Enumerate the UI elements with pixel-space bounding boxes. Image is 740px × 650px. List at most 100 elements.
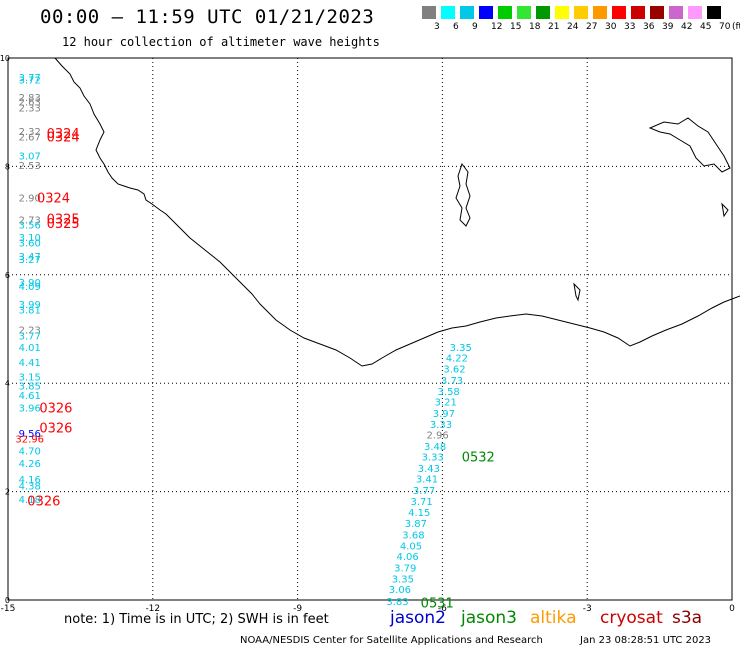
wave-height-value: 3.85: [19, 381, 41, 392]
wave-height-value: 3.77: [413, 486, 435, 497]
x-tick-label: -9: [293, 604, 302, 614]
wave-height-value: 3.90: [19, 278, 41, 289]
colorbar-label: 27: [586, 22, 598, 32]
colorbar-label: 42: [681, 22, 693, 32]
pass-time-label: 0324: [47, 131, 80, 146]
wave-height-value: 3.96: [19, 404, 41, 415]
wave-height-value: 2.96: [426, 431, 448, 442]
wave-height-value: 3.47: [19, 252, 41, 263]
colorbar-label: 3: [434, 22, 440, 32]
colorbar-swatch: [669, 6, 684, 19]
wave-height-value: 3.15: [19, 373, 41, 384]
pass-time-label: 0324: [47, 127, 80, 142]
wave-height-value: 3.60: [19, 238, 41, 249]
wave-height-value: 3.73: [441, 376, 463, 387]
wave-height-value: 3.33: [430, 420, 452, 431]
wave-height-value: 3.97: [433, 409, 455, 420]
wave-height-value: 3.27: [19, 255, 41, 266]
chart-subtitle: 12 hour collection of altimeter wave hei…: [62, 35, 380, 49]
coastline-island-4: [721, 202, 729, 218]
axis-ticks: -15 -12 -9 -6 -3 0 0 2 4 6 8 10: [0, 54, 735, 614]
coastline-main: [54, 57, 740, 367]
wave-height-value: 4.22: [446, 354, 468, 365]
colorbar-swatch: [593, 6, 608, 19]
colorbar-swatch: [574, 6, 589, 19]
wave-height-value: 2.83: [19, 93, 41, 104]
wave-height-value: 2.63: [19, 97, 41, 108]
wave-height-value: 4.61: [19, 391, 41, 402]
colorbar-swatch: [631, 6, 646, 19]
wave-height-value: 4.15: [408, 508, 430, 519]
colorbar-swatch: [707, 6, 722, 19]
footer-note: note: 1) Time is in UTC; 2) SWH is in fe…: [64, 612, 329, 627]
pass-time-label: 0531: [421, 597, 454, 612]
wave-height-value: 3.68: [402, 530, 424, 541]
plot-frame: [7, 57, 733, 601]
wave-height-value: 4.26: [19, 459, 41, 470]
y-tick-label: 2: [5, 488, 10, 497]
wave-height-value: 4.41: [19, 358, 41, 369]
colorbar-swatch: [650, 6, 665, 19]
colorbar-swatch: [536, 6, 551, 19]
colorbar-label: 15: [510, 22, 522, 32]
coastline-island-1: [455, 162, 471, 227]
colorbar-label: 70: [719, 22, 731, 32]
x-tick-label: -12: [145, 604, 160, 614]
colorbar-label: 9: [472, 22, 478, 32]
wave-height-value: 4.18: [19, 495, 41, 506]
wave-height-value: 4.09: [19, 282, 41, 293]
wave-height-value: 3.71: [411, 497, 433, 508]
gridlines: [8, 58, 732, 600]
colorbar-swatch: [460, 6, 475, 19]
wave-height-value: 3.99: [19, 300, 41, 311]
coastline-island-3: [648, 117, 731, 173]
wave-height-value: 2.90: [19, 193, 41, 204]
coastline: [54, 57, 740, 367]
satellite-legend-item: cryosat: [600, 608, 663, 628]
wave-height-value: 2.73: [19, 216, 41, 227]
wave-height-value: 3.33: [422, 452, 444, 463]
wave-height-value: 4.06: [397, 552, 419, 563]
wave-height-value: 4.16: [19, 475, 41, 486]
pass-time-label: 0324: [37, 191, 70, 206]
y-tick-label: 6: [5, 271, 10, 280]
wave-height-value: 3.87: [405, 519, 427, 530]
wave-height-value: 3.06: [389, 585, 411, 596]
colorbar-label: 6: [453, 22, 459, 32]
wave-height-value: 3.83: [386, 597, 408, 608]
wave-height-value: 3.58: [438, 387, 460, 398]
wave-height-value: 3.77: [19, 73, 41, 84]
colorbar-label: 45: [700, 22, 712, 32]
satellite-legend-item: s3a: [672, 608, 703, 628]
y-tick-label: 10: [0, 54, 10, 63]
wave-height-value: 3.07: [19, 152, 41, 163]
pass-time-label: 0326: [39, 402, 72, 417]
wave-height-value: 3.48: [424, 442, 446, 453]
wave-height-value: 2.32: [19, 127, 41, 138]
wave-height-value: 3.72: [19, 76, 41, 87]
colorbar-label: 33: [624, 22, 636, 32]
wave-height-value: 9.56: [19, 429, 41, 440]
wave-height-observations: 3.773.722.832.632.332.322.673.072.532.90…: [15, 73, 471, 608]
colorbar-swatch: [555, 6, 570, 19]
pass-time-label: 0325: [47, 217, 80, 232]
colorbar-swatch: [498, 6, 513, 19]
wave-height-value: 4.01: [19, 343, 41, 354]
pass-time-label: 0325: [47, 212, 80, 227]
wave-height-value: 2.23: [19, 326, 41, 337]
colorbar-label: 21: [548, 22, 560, 32]
satellite-legend-item: jason3: [461, 608, 517, 628]
wave-height-value: 3.10: [19, 233, 41, 244]
colorbar-swatch: [441, 6, 456, 19]
colorbar-swatch: [422, 6, 437, 19]
colorbar-unit: (ft): [732, 22, 740, 32]
y-tick-label: 0: [5, 596, 10, 605]
plot-border: [7, 57, 733, 601]
pass-time-label: 0326: [39, 422, 72, 437]
wave-height-value: 4.38: [19, 482, 41, 493]
colorbar-swatch: [479, 6, 494, 19]
footer-credit: NOAA/NESDIS Center for Satellite Applica…: [240, 635, 543, 646]
wave-height-value: 3.77: [19, 332, 41, 343]
x-tick-label: -15: [1, 604, 16, 614]
